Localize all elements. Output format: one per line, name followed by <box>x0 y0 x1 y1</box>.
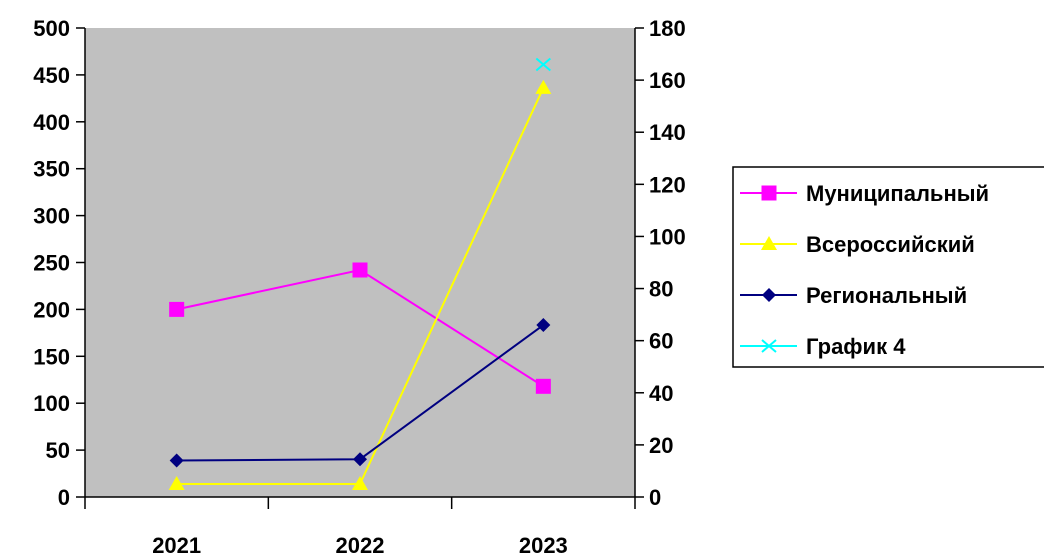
right-tick-label: 100 <box>649 224 686 249</box>
right-tick-label: 20 <box>649 433 673 458</box>
right-tick-label: 180 <box>649 16 686 41</box>
data-point <box>535 378 551 394</box>
left-tick-label: 350 <box>33 157 70 182</box>
legend-marker <box>761 339 777 353</box>
data-point <box>535 57 551 72</box>
x-tick-label: 2021 <box>152 533 201 555</box>
data-point <box>536 318 551 333</box>
left-tick-label: 200 <box>33 297 70 322</box>
data-point <box>169 453 184 468</box>
data-point <box>353 452 367 467</box>
x-tick-label: 2022 <box>336 533 385 555</box>
legend-label: График 4 <box>806 334 906 359</box>
legend-label: Всероссийский <box>806 232 975 257</box>
data-point <box>169 301 185 317</box>
data-point <box>535 79 552 94</box>
left-tick-label: 400 <box>33 110 70 135</box>
data-point <box>352 475 368 490</box>
right-tick-label: 0 <box>649 485 661 510</box>
legend: Муниципальный Всероссийский Региональный Гр… <box>732 166 1044 368</box>
legend-marker <box>762 288 776 302</box>
legend-marker <box>761 236 777 250</box>
left-tick-label: 500 <box>33 16 70 41</box>
data-point <box>168 475 185 490</box>
left-tick-label: 450 <box>33 63 70 88</box>
left-tick-label: 250 <box>33 251 70 276</box>
series-markers <box>168 57 552 490</box>
left-tick-label: 300 <box>33 204 70 229</box>
plot-area <box>85 28 635 497</box>
right-tick-label: 160 <box>649 68 686 93</box>
right-tick-label: 120 <box>649 172 686 197</box>
legend-label: Региональный <box>806 283 967 308</box>
x-tick-label: 2023 <box>519 533 568 555</box>
legend-box <box>732 166 1044 368</box>
data-point <box>352 262 368 278</box>
left-tick-label: 150 <box>33 344 70 369</box>
legend-marker <box>761 185 777 201</box>
right-tick-label: 80 <box>649 277 673 302</box>
right-tick-label: 140 <box>649 120 686 145</box>
right-tick-label: 60 <box>649 329 673 354</box>
right-tick-label: 40 <box>649 381 673 406</box>
legend-label: Муниципальный <box>806 181 989 206</box>
left-tick-label: 50 <box>46 438 70 463</box>
left-tick-label: 100 <box>33 391 70 416</box>
left-tick-label: 0 <box>58 485 70 510</box>
axes: 0 50 100 150 200 250 300 350 400 450 500 0 20 40 60 80 1… <box>33 16 685 555</box>
